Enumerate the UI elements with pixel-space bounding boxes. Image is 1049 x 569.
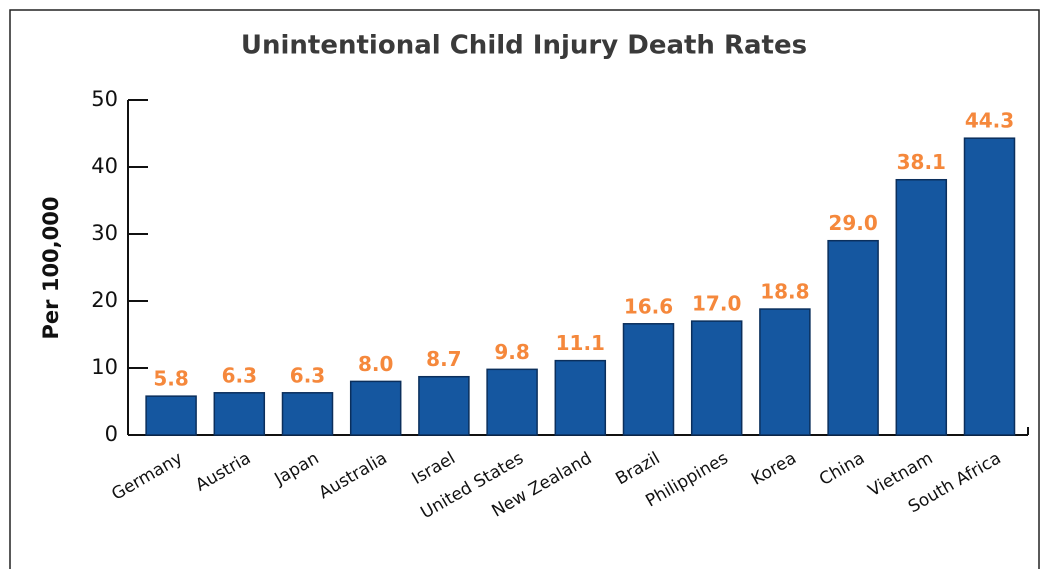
value-label: 11.1 [556, 331, 605, 355]
bar [349, 380, 402, 436]
value-label: 44.3 [965, 109, 1014, 133]
bar [622, 323, 675, 436]
value-label: 9.8 [494, 340, 529, 364]
chart-title: Unintentional Child Injury Death Rates [241, 31, 807, 61]
y-tick-label: 40 [91, 154, 118, 178]
bar [213, 392, 266, 436]
bar [418, 375, 470, 436]
x-tick-label: Israel [409, 448, 459, 489]
bar [281, 392, 334, 436]
value-label: 8.0 [358, 352, 393, 376]
x-tick-label: Japan [271, 448, 323, 490]
y-tick-label: 30 [91, 221, 118, 245]
bar [963, 137, 1016, 436]
value-label: 17.0 [692, 292, 741, 316]
x-tick-label: Australia [316, 448, 391, 503]
bar [145, 395, 197, 436]
x-tick-label: Brazil [612, 448, 663, 489]
bar [827, 239, 879, 436]
bar [895, 178, 948, 436]
y-tick-label: 50 [91, 87, 118, 111]
bar [759, 308, 811, 436]
y-tick-label: 10 [91, 355, 118, 379]
value-label: 6.3 [222, 363, 257, 387]
bar [690, 320, 743, 436]
x-tick-label: Austria [192, 448, 254, 495]
frame [9, 9, 1040, 569]
x-tick-label: Korea [748, 448, 800, 489]
value-label: 5.8 [153, 367, 188, 391]
x-tick-label: China [816, 448, 868, 490]
y-tick-label: 20 [91, 288, 118, 312]
x-tick-label: Germany [108, 448, 186, 504]
value-label: 38.1 [897, 150, 946, 174]
bar [486, 368, 538, 436]
y-tick-label: 0 [105, 422, 118, 446]
bar [554, 359, 607, 436]
value-label: 18.8 [760, 280, 809, 304]
value-label: 16.6 [624, 294, 673, 318]
value-label: 8.7 [426, 347, 461, 371]
y-axis-label: Per 100,000 [39, 197, 63, 340]
value-label: 29.0 [828, 211, 877, 235]
value-label: 6.3 [290, 363, 325, 387]
